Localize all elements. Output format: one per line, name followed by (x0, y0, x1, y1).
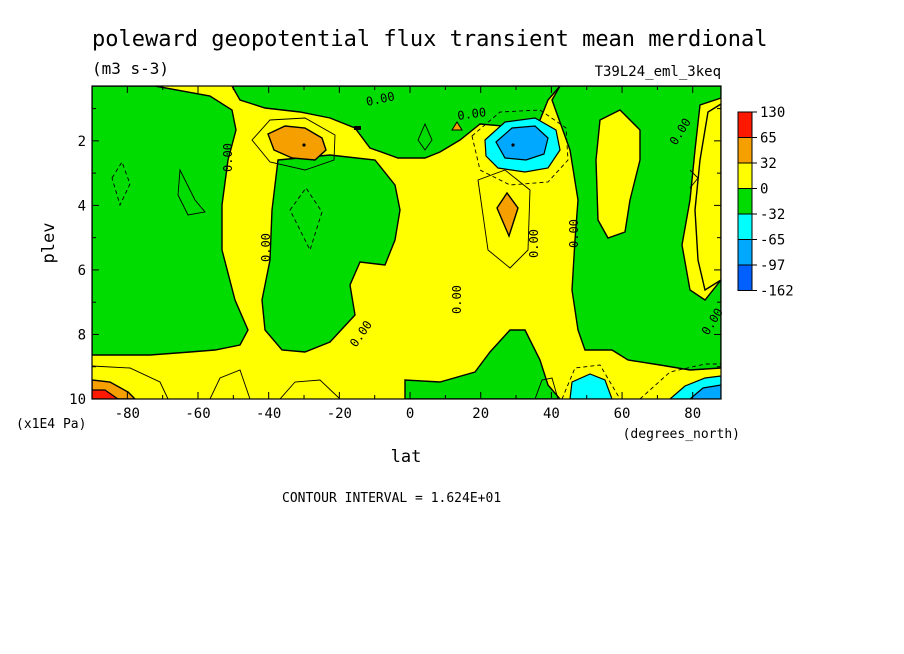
contour-label: 0.00 (567, 219, 581, 248)
x-axis-label: lat (391, 447, 422, 467)
contour-line (639, 363, 721, 399)
contour-line (209, 369, 251, 399)
contour-line (289, 187, 323, 252)
x-tick-label: 0 (406, 406, 414, 422)
contour-line (534, 377, 559, 399)
colorbar-swatch (737, 137, 753, 164)
x-tick-label: 80 (684, 406, 701, 422)
contour-line (92, 365, 169, 399)
x-axis: -80 -60 -40 -20 0 20 40 60 80 (91, 86, 701, 422)
colorbar-label: 0 (760, 182, 768, 198)
colorbar-label: -65 (760, 233, 785, 249)
dataset-label: T39L24_eml_3keq (595, 64, 721, 80)
colorbar-swatch (737, 239, 753, 266)
region-high-south (267, 125, 327, 161)
contour-blip (354, 126, 361, 130)
contour-label: 0.00 (221, 143, 235, 172)
contour-line (251, 117, 336, 171)
colorbar-label: 32 (760, 156, 777, 172)
y-tick-label: 6 (78, 263, 86, 279)
contour-line (477, 169, 531, 269)
region-negative-sw (92, 86, 249, 356)
contour-line (417, 122, 433, 151)
x-tick-label: -20 (327, 406, 352, 422)
y-tick-label: 4 (78, 198, 86, 214)
region-high-sw-core (92, 389, 120, 399)
region-low-east-blue (689, 384, 721, 399)
contour-interval: CONTOUR INTERVAL = 1.624E+01 (282, 491, 501, 506)
plot-area: 0.00 0.00 0.00 0.00 0.00 0.00 0.00 0.00 … (91, 85, 726, 400)
contour-label: 0.00 (450, 285, 464, 314)
region-negative-center (261, 154, 401, 353)
contour-line (111, 160, 131, 207)
extremum-dot (511, 143, 515, 147)
colorbar: 130 65 32 0 -32 -65 -97 -162 (737, 105, 794, 300)
y-tick-label: 2 (78, 134, 86, 150)
y-axis: 2 4 6 8 10 (69, 108, 721, 408)
y-tick-label: 8 (78, 327, 86, 343)
x-axis-units: (degrees_north) (623, 427, 740, 442)
region-high-center (496, 191, 519, 238)
extremum-dot (302, 143, 306, 147)
contour-label: 0.00 (259, 233, 273, 262)
colorbar-label: -162 (760, 284, 794, 300)
x-tick-label: -40 (256, 406, 281, 422)
colorbar-label: 65 (760, 131, 777, 147)
region-low-south-cyan (569, 373, 613, 399)
x-tick-label: -60 (185, 406, 210, 422)
chart-units: (m3 s-3) (92, 59, 169, 78)
plot-frame (91, 85, 722, 400)
y-axis-label: plev (39, 223, 59, 264)
colorbar-swatch (737, 264, 753, 291)
x-tick-label: -80 (115, 406, 140, 422)
x-tick-label: 60 (614, 406, 631, 422)
colorbar-swatch (737, 111, 753, 138)
x-tick-label: 20 (472, 406, 489, 422)
contour-line (177, 168, 206, 216)
region-low-center-blue (495, 125, 549, 161)
region-negative-east (551, 86, 721, 371)
contour-line (279, 379, 341, 399)
contour-line (689, 169, 699, 189)
contour-blip (451, 121, 463, 131)
colorbar-swatch (737, 188, 753, 215)
contour-label: 0.00 (365, 89, 396, 109)
colorbar-label: -32 (760, 207, 785, 223)
x-tick-label: 40 (543, 406, 560, 422)
chart-title: poleward geopotential flux transient mea… (92, 27, 768, 52)
contour-line (561, 364, 621, 399)
contour-label: 0.00 (527, 229, 541, 258)
region-positive-east-strip (595, 109, 641, 239)
region-negative-lowcenter (404, 329, 561, 399)
colorbar-label: -97 (760, 258, 785, 274)
y-tick-label: 10 (69, 392, 86, 408)
region-positive-east-edge (694, 103, 721, 292)
colorbar-swatch (737, 162, 753, 189)
contour-line (471, 109, 569, 186)
region-negative-top (231, 86, 561, 159)
colorbar-swatch (737, 213, 753, 240)
colorbar-label: 130 (760, 105, 785, 121)
contour-label: 0.00 (456, 105, 487, 123)
y-axis-units: (x1E4 Pa) (16, 417, 86, 432)
